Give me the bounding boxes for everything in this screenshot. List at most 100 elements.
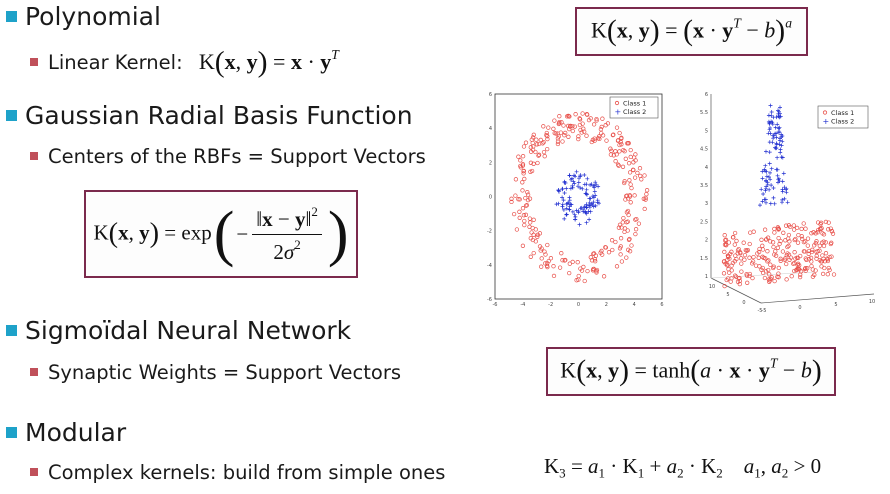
bullet-sigmoidal: Sigmoïdal Neural Network: [6, 316, 351, 346]
class1-point: [801, 221, 806, 226]
tick-label: -2: [487, 229, 492, 235]
class1-point: [609, 148, 614, 153]
class1-point: [544, 133, 549, 138]
class1-point: [772, 278, 777, 284]
class1-point: [777, 241, 782, 247]
class1-point: [536, 153, 541, 158]
class1-point: [620, 164, 626, 169]
tick-label: -4: [487, 263, 492, 269]
class2-point: [759, 187, 764, 192]
class2-point: [572, 181, 577, 186]
class1-point: [576, 134, 581, 139]
class1-point: [744, 272, 749, 277]
class1-point: [778, 238, 783, 244]
tick-label: 2: [605, 302, 608, 308]
class1-point: [625, 208, 631, 214]
class1-point: [616, 163, 621, 168]
class1-point: [723, 242, 729, 247]
class1-point: [522, 218, 527, 224]
class2-point: [771, 133, 776, 138]
class2-point: [573, 174, 578, 179]
tick-label: 4: [489, 126, 492, 132]
class2-point: [782, 196, 787, 201]
class1-point: [567, 124, 573, 129]
modular-kernel-formula: K3 = a1 · K1 + a2 · K2 a1, a2 > 0: [544, 454, 822, 481]
class1-point: [528, 169, 533, 174]
class1-point: [814, 239, 819, 244]
class1-point: [789, 274, 794, 279]
class1-point: [611, 132, 616, 137]
class1-point: [520, 180, 525, 185]
class2-point: [567, 198, 572, 203]
class1-point: [815, 230, 820, 235]
bullet-rbf-centers: Centers of the RBFs = Support Vectors: [30, 145, 426, 169]
class1-point: [724, 277, 729, 283]
tick-label: -2: [548, 302, 553, 308]
class1-point: [614, 264, 620, 269]
class1-point: [559, 251, 564, 256]
class2-point: [556, 201, 561, 206]
class1-point: [767, 272, 772, 277]
class1-point: [542, 249, 547, 254]
class2-point: [569, 177, 573, 182]
class1-point: [524, 202, 530, 208]
class2-point: [570, 183, 575, 188]
class2-point: [760, 176, 765, 181]
class1-point: [775, 245, 781, 250]
tick-label: 2: [489, 160, 492, 166]
class1-point: [584, 133, 589, 138]
tick-label: 0: [577, 302, 580, 308]
class1-point: [732, 259, 737, 264]
class2-point: [576, 209, 581, 214]
class1-point: [545, 136, 550, 142]
class2-point: [588, 183, 593, 187]
class1-point: [725, 263, 730, 268]
class1-point: [809, 259, 814, 264]
class1-point: [731, 235, 736, 240]
class1-point: [613, 239, 618, 245]
class1-point: [632, 175, 638, 180]
class1-point: [535, 160, 540, 166]
class1-point: [566, 113, 571, 119]
class1-point: [557, 114, 562, 119]
class2-point: [775, 155, 780, 160]
class1-point: [567, 270, 572, 276]
class2-point: [560, 187, 565, 192]
class2-point: [560, 186, 565, 191]
class1-point: [534, 142, 540, 147]
tick-label: 6: [489, 92, 492, 98]
class1-point: [517, 197, 522, 202]
class1-point: [723, 238, 728, 243]
class2-point: [766, 119, 771, 124]
class1-point: [616, 138, 621, 143]
class2-point: [774, 142, 779, 147]
class1-point: [548, 256, 554, 261]
class1-point: [786, 223, 792, 228]
class2-point: [780, 139, 785, 144]
class1-point: [828, 226, 833, 231]
class1-point: [780, 249, 786, 254]
class2-point: [564, 212, 569, 217]
class2-point: [773, 125, 778, 130]
class2-point: [582, 173, 587, 177]
class2-point: [763, 197, 768, 202]
class2-point: [578, 185, 583, 190]
class1-point: [557, 119, 562, 125]
class2-point: [556, 188, 561, 193]
class1-point: [803, 226, 808, 231]
class1-point: [592, 257, 598, 262]
class2-point: [576, 180, 581, 185]
class2-point: [785, 200, 790, 205]
class1-point: [600, 116, 605, 121]
class1-point: [776, 235, 781, 241]
class1-point: [520, 243, 526, 248]
class1-point: [555, 139, 561, 144]
tick-label: 1.5: [700, 256, 708, 262]
class1-point: [633, 231, 638, 237]
class1-point: [784, 261, 789, 267]
class1-point: [822, 265, 827, 271]
class1-point: [610, 247, 615, 253]
class2-point: [554, 202, 559, 207]
class1-point: [525, 190, 530, 195]
class1-point: [520, 188, 525, 193]
